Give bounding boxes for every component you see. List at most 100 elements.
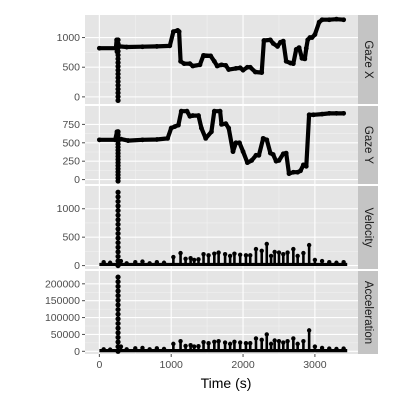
peak-point <box>276 250 282 255</box>
peak-point <box>133 346 138 351</box>
peak-point <box>327 259 332 265</box>
y-tick-label: 1000 <box>57 32 81 44</box>
strip-label: Gaze X <box>362 40 374 79</box>
strip-background <box>358 106 378 184</box>
spike-point <box>115 60 121 66</box>
peak-point <box>107 347 113 352</box>
peak-point <box>285 338 290 344</box>
panel-2: 0 500 1000 Velocity <box>57 186 378 272</box>
peak-point <box>281 252 286 257</box>
strip-label: Gaze Y <box>362 126 374 164</box>
panel-3: 0 50000 100000 150000 200000 Acceleration <box>45 271 378 358</box>
spike-point <box>115 258 121 264</box>
y-tick-label: 500 <box>62 62 80 74</box>
data-point <box>176 29 182 35</box>
spike-point <box>115 67 121 73</box>
peak-point <box>183 343 188 349</box>
data-layer <box>99 274 348 354</box>
spike-point <box>115 44 121 51</box>
data-point <box>237 140 242 146</box>
peak-point <box>291 246 296 252</box>
data-point <box>240 67 246 73</box>
peak-point <box>319 258 325 264</box>
spike-point <box>115 48 121 54</box>
peak-point <box>272 338 277 343</box>
data-point <box>270 41 276 46</box>
data-point <box>209 129 214 135</box>
data-point <box>190 113 196 118</box>
peak-point <box>154 259 160 265</box>
data-layer <box>96 16 347 104</box>
peak-point <box>312 344 318 349</box>
spike-point <box>115 97 121 104</box>
spike-point <box>115 344 121 350</box>
peak-point <box>101 259 106 265</box>
data-point <box>319 111 325 117</box>
data-point <box>303 163 309 169</box>
data-point <box>190 63 196 69</box>
data-point <box>140 137 145 143</box>
data-point <box>240 149 246 155</box>
peak-point <box>178 338 183 344</box>
y-tick-label: 500 <box>62 137 80 149</box>
peak-point <box>192 344 197 349</box>
spike-point <box>115 207 121 214</box>
data-point <box>184 108 190 114</box>
spike-point <box>115 274 121 280</box>
y-tick-label: 0 <box>74 346 80 358</box>
data-point <box>290 169 296 175</box>
spike-point <box>115 226 121 232</box>
peak-point <box>201 252 206 257</box>
peak-point <box>259 248 264 254</box>
data-point <box>197 62 203 68</box>
spike-point <box>115 56 121 62</box>
peak-point <box>281 340 286 345</box>
data-point <box>283 150 289 156</box>
data-point <box>256 152 262 158</box>
peak-point <box>319 345 325 351</box>
peak-point <box>161 260 167 265</box>
spike-point <box>115 348 121 354</box>
spike-point <box>115 82 121 88</box>
spike-point <box>115 311 121 317</box>
spike-point <box>115 235 121 241</box>
spike-point <box>115 302 121 308</box>
spike-point <box>115 86 121 92</box>
peak-point <box>147 261 152 266</box>
data-point <box>270 152 276 157</box>
data-point <box>211 108 217 114</box>
data-point <box>233 140 239 146</box>
peak-point <box>264 332 269 337</box>
spike-point <box>115 203 121 209</box>
data-point <box>259 70 265 75</box>
data-point <box>214 63 220 69</box>
peak-point <box>188 255 193 261</box>
peak-point <box>178 250 183 256</box>
spike-point <box>115 297 121 303</box>
peak-point <box>243 253 249 258</box>
data-point <box>311 112 316 118</box>
peak-point <box>285 250 290 255</box>
data-point <box>208 53 214 59</box>
data-point <box>175 122 181 128</box>
x-tick-label: 3000 <box>303 359 327 371</box>
spike-point <box>115 306 121 313</box>
spike-point <box>115 90 121 96</box>
data-point <box>165 135 171 141</box>
spike-point <box>115 293 121 299</box>
data-point <box>124 44 130 50</box>
peak-point <box>334 260 339 265</box>
y-tick-label: 50000 <box>51 329 80 341</box>
peak-point <box>222 340 228 345</box>
spike-point <box>115 37 121 43</box>
data-point <box>178 58 183 64</box>
strip-background <box>358 271 378 354</box>
data-point <box>181 61 187 67</box>
x-axis-title: Time (s) <box>201 375 252 391</box>
data-point <box>334 110 339 116</box>
peak-point <box>248 253 253 258</box>
data-point <box>298 168 303 174</box>
peak-point <box>259 337 264 343</box>
data-point <box>341 17 347 23</box>
